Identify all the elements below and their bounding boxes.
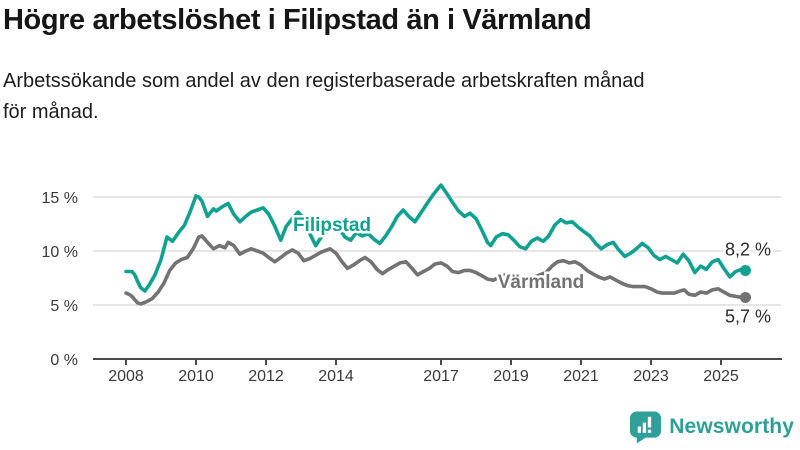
filipstad-end-dot	[739, 264, 751, 276]
filipstad-end-value-label: 8,2 %	[725, 239, 771, 259]
varmland-end-dot	[739, 291, 751, 303]
y-tick-label: 0 %	[50, 352, 78, 369]
y-tick-label: 15 %	[42, 190, 78, 207]
y-tick-label: 10 %	[42, 244, 78, 261]
filipstad-line	[124, 183, 747, 293]
x-tick-label: 2021	[563, 368, 599, 385]
bar-chart-speech-bubble-icon	[630, 411, 662, 444]
x-tick-label: 2008	[108, 368, 144, 385]
subtitle-line-1: Arbetssökande som andel av den registerb…	[3, 70, 645, 92]
newsworthy-logo[interactable]: Newsworthy	[629, 409, 794, 445]
filipstad-series-label: Filipstad	[293, 215, 371, 236]
page-title: Högre arbetslöshet i Filipstad än i Värm…	[3, 4, 592, 36]
varmland-end-value-label: 5,7 %	[725, 306, 771, 326]
chart-subtitle: Arbetssökande som andel av den registerb…	[3, 66, 773, 128]
varmland-series-label: Värmland	[498, 272, 585, 293]
logo-text: Newsworthy	[669, 415, 794, 438]
x-tick-label: 2019	[493, 368, 529, 385]
x-tick-label: 2017	[423, 368, 459, 385]
y-tick-label: 5 %	[50, 298, 78, 315]
varmland-line	[124, 234, 747, 306]
x-tick-label: 2014	[318, 368, 354, 385]
subtitle-line-2: för månad.	[3, 101, 99, 123]
x-tick-label: 2012	[248, 368, 284, 385]
x-tick-label: 2025	[703, 368, 739, 385]
x-tick-label: 2023	[633, 368, 669, 385]
x-tick-label: 2010	[178, 368, 214, 385]
